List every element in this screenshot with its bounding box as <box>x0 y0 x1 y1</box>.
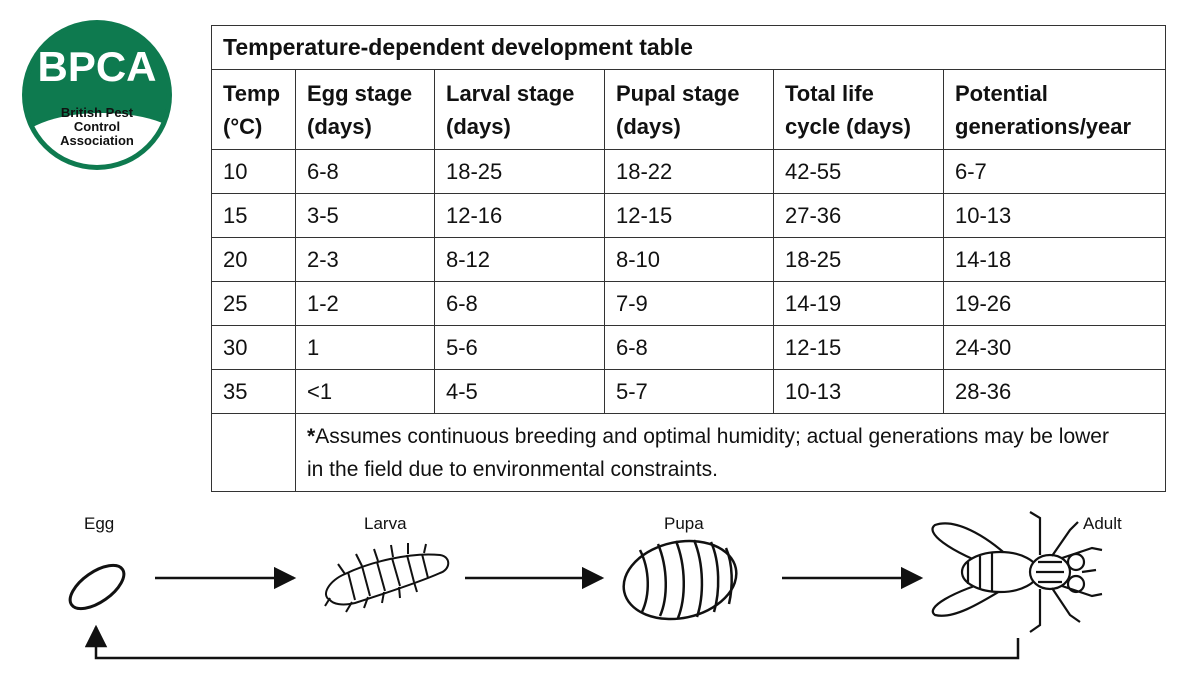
header-temp: Temp (°C) <box>211 69 296 150</box>
header-total: Total life cycle (days) <box>773 69 944 150</box>
table-row: 10 6-8 18-25 18-22 42-55 6-7 <box>211 149 1167 194</box>
life-cycle-diagram: Egg Larva Pupa Adult <box>0 500 1200 675</box>
larva-icon <box>324 543 450 613</box>
table-row: 20 2-3 8-12 8-10 18-25 14-18 <box>211 237 1167 282</box>
logo-name-line-3: Association <box>60 133 134 148</box>
footnote: *Assumes continuous breeding and optimal… <box>294 413 1167 492</box>
cell-larval: 8-12 <box>434 237 605 282</box>
cell-generations: 6-7 <box>942 149 1167 194</box>
stage-label-pupa: Pupa <box>664 514 704 533</box>
header-generations-line1: Potential <box>955 80 1048 106</box>
cell-egg: 1-2 <box>295 281 435 326</box>
cell-total: 14-19 <box>773 281 944 326</box>
cell-pupal: 18-22 <box>604 149 774 194</box>
pupa-icon <box>622 539 738 621</box>
footnote-empty-cell <box>211 413 296 492</box>
cell-temp: 25 <box>211 281 296 326</box>
life-cycle-graphic <box>68 511 1103 660</box>
stage-label-larva: Larva <box>364 514 407 533</box>
header-temp-line1: Temp <box>223 80 281 106</box>
logo-full-name: British Pest Control Association <box>44 106 150 148</box>
header-egg-line2: (days) <box>307 113 372 139</box>
cell-pupal: 8-10 <box>604 237 774 282</box>
egg-icon <box>68 563 126 611</box>
header-larval-line2: (days) <box>446 113 511 139</box>
logo-white-band <box>27 113 167 165</box>
header-pupal-line2: (days) <box>616 113 681 139</box>
cell-temp: 15 <box>211 193 296 238</box>
cell-larval: 6-8 <box>434 281 605 326</box>
table-row: 25 1-2 6-8 7-9 14-19 19-26 <box>211 281 1167 326</box>
cell-pupal: 5-7 <box>604 369 774 414</box>
arrow-adult-to-egg <box>84 624 1020 660</box>
footnote-line-2: in the field due to environmental constr… <box>307 457 718 481</box>
cell-temp: 30 <box>211 325 296 370</box>
cell-generations: 10-13 <box>942 193 1167 238</box>
logo-inner <box>27 25 167 165</box>
cell-egg: 6-8 <box>295 149 435 194</box>
cell-larval: 18-25 <box>434 149 605 194</box>
cell-generations: 28-36 <box>942 369 1167 414</box>
development-table: Temperature-dependent development table … <box>210 25 1167 492</box>
cell-total: 42-55 <box>773 149 944 194</box>
header-total-line1: Total life <box>785 80 874 106</box>
header-egg: Egg stage (days) <box>295 69 435 150</box>
cell-larval: 12-16 <box>434 193 605 238</box>
footnote-mark: * <box>307 424 316 448</box>
header-total-line2: cycle (days) <box>785 113 911 139</box>
cell-total: 27-36 <box>773 193 944 238</box>
header-temp-line2: (°C) <box>223 113 263 139</box>
header-generations-line2: generations/year <box>955 113 1132 139</box>
adult-fly-icon <box>931 511 1103 633</box>
cell-total: 18-25 <box>773 237 944 282</box>
table-row: 30 1 5-6 6-8 12-15 24-30 <box>211 325 1167 370</box>
header-pupal-line1: Pupal stage <box>616 80 740 106</box>
stage-label-egg: Egg <box>84 514 115 533</box>
header-generations: Potential generations/year <box>942 69 1167 150</box>
stage-label-adult: Adult <box>1083 514 1122 533</box>
table-row: 15 3-5 12-16 12-15 27-36 10-13 <box>211 193 1167 238</box>
cell-temp: 10 <box>211 149 296 194</box>
cell-temp: 20 <box>211 237 296 282</box>
bpca-logo: BPCA British Pest Control Association <box>22 20 178 176</box>
footnote-line-1: Assumes continuous breeding and optimal … <box>315 424 1109 448</box>
table-row: 35 <1 4-5 5-7 10-13 28-36 <box>211 369 1167 414</box>
cell-generations: 14-18 <box>942 237 1167 282</box>
header-egg-line1: Egg stage <box>307 80 413 106</box>
cell-larval: 4-5 <box>434 369 605 414</box>
cell-larval: 5-6 <box>434 325 605 370</box>
logo-abbreviation: BPCA <box>37 43 157 90</box>
cell-total: 12-15 <box>773 325 944 370</box>
cell-total: 10-13 <box>773 369 944 414</box>
table-header-row: Temp (°C) Egg stage (days) Larval stage (da… <box>211 69 1167 150</box>
cell-pupal: 6-8 <box>604 325 774 370</box>
cell-egg: <1 <box>295 369 435 414</box>
table-title: Temperature-dependent development table <box>210 25 1167 70</box>
cell-pupal: 7-9 <box>604 281 774 326</box>
logo-name-line-2: Control <box>73 119 121 134</box>
cell-temp: 35 <box>211 369 296 414</box>
footnote-row: *Assumes continuous breeding and optimal… <box>211 413 1167 492</box>
cell-egg: 1 <box>295 325 435 370</box>
cell-pupal: 12-15 <box>604 193 774 238</box>
header-larval-line1: Larval stage <box>446 80 575 106</box>
cell-egg: 3-5 <box>295 193 435 238</box>
cell-generations: 24-30 <box>942 325 1167 370</box>
header-pupal: Pupal stage (days) <box>604 69 774 150</box>
logo-name-line-1: British Pest <box>60 105 134 120</box>
cell-generations: 19-26 <box>942 281 1167 326</box>
header-larval: Larval stage (days) <box>434 69 605 150</box>
cell-egg: 2-3 <box>295 237 435 282</box>
